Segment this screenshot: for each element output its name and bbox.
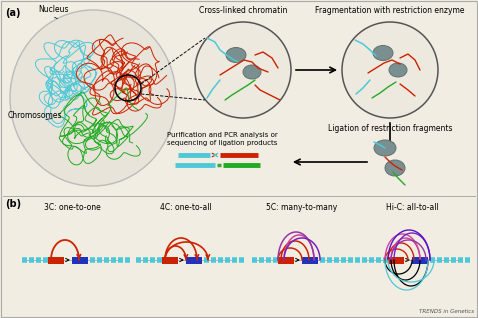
Text: Hi-C: all-to-all: Hi-C: all-to-all	[386, 203, 438, 212]
Text: 3C: one-to-one: 3C: one-to-one	[43, 203, 100, 212]
Bar	[72, 257, 88, 264]
Bar	[302, 257, 318, 264]
Bar	[48, 257, 64, 264]
Text: (b): (b)	[5, 199, 21, 209]
Ellipse shape	[374, 140, 396, 156]
Text: Purification and PCR analysis or
sequencing of ligation products: Purification and PCR analysis or sequenc…	[167, 132, 277, 146]
Bar	[278, 257, 294, 264]
Ellipse shape	[389, 63, 407, 77]
Text: Cross-linked chromatin: Cross-linked chromatin	[199, 6, 287, 15]
Bar	[412, 257, 428, 264]
Bar	[186, 257, 202, 264]
Text: (a): (a)	[5, 8, 21, 18]
Text: Fragmentation with restriction enzyme: Fragmentation with restriction enzyme	[315, 6, 465, 15]
Ellipse shape	[373, 45, 393, 60]
Ellipse shape	[226, 47, 246, 63]
Bar	[162, 257, 178, 264]
Ellipse shape	[243, 65, 261, 79]
Ellipse shape	[10, 10, 176, 186]
Text: Chromosomes: Chromosomes	[8, 111, 63, 120]
Text: Ligation of restriction fragments: Ligation of restriction fragments	[328, 124, 452, 133]
Text: Nucleus: Nucleus	[38, 5, 68, 14]
Bar	[388, 257, 404, 264]
Ellipse shape	[385, 160, 405, 176]
Text: TRENDS in Genetics: TRENDS in Genetics	[419, 309, 474, 314]
Circle shape	[195, 22, 291, 118]
Text: 4C: one-to-all: 4C: one-to-all	[160, 203, 212, 212]
Text: 5C: many-to-many: 5C: many-to-many	[266, 203, 337, 212]
Circle shape	[342, 22, 438, 118]
